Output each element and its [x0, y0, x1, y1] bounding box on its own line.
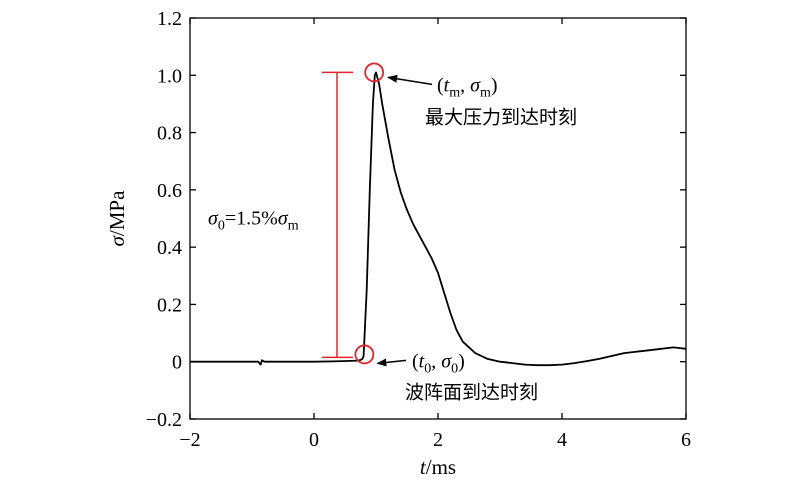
y-tick-label: 0.4: [157, 237, 182, 259]
y-tick-label: 0: [172, 352, 182, 374]
y-tick-label: 1.2: [157, 8, 182, 30]
onset-label: (t0, σ0): [412, 350, 465, 376]
y-tick-label: 0.2: [157, 294, 182, 316]
peak-description: 最大压力到达时刻: [425, 106, 577, 128]
series-layer: [190, 71, 687, 367]
x-tick-label: 4: [557, 429, 567, 451]
series-line-0: [190, 71, 687, 367]
peak-arrow: [387, 74, 433, 86]
x-axis-title: t/ms: [420, 455, 456, 479]
markers: [354, 62, 385, 365]
x-axis-title-unit: /ms: [426, 455, 456, 479]
y-tick-label: 0.8: [157, 123, 182, 145]
y-axis-title: σ/MPa: [105, 190, 129, 247]
y-tick-label: 1.0: [157, 65, 182, 87]
sigma0-formula: σ0=1.5%σm: [208, 208, 299, 234]
y-tick-label: 0.6: [157, 180, 182, 202]
x-axis-title-var: t: [420, 455, 427, 479]
peak-label: (tm, σm): [437, 74, 498, 100]
y-axis-title-unit: /MPa: [105, 190, 129, 236]
peak-marker: [364, 62, 385, 83]
x-tick-label: 6: [681, 429, 691, 451]
onset-description: 波阵面到达时刻: [405, 381, 538, 403]
onset-arrow: [376, 358, 407, 367]
x-tick-label: −2: [179, 429, 200, 451]
onset-marker: [354, 344, 375, 365]
sigma-range-bracket: [322, 71, 353, 359]
x-tick-label: 2: [433, 429, 443, 451]
y-axis-title-var: σ: [105, 234, 129, 246]
y-tick-label: −0.2: [146, 409, 182, 431]
x-tick-label: 0: [309, 429, 319, 451]
tick-labels: −2 0 2 4 6 −0.2 0 0.2 0.4 0.6 0.8 1.0 1.2: [146, 8, 691, 451]
